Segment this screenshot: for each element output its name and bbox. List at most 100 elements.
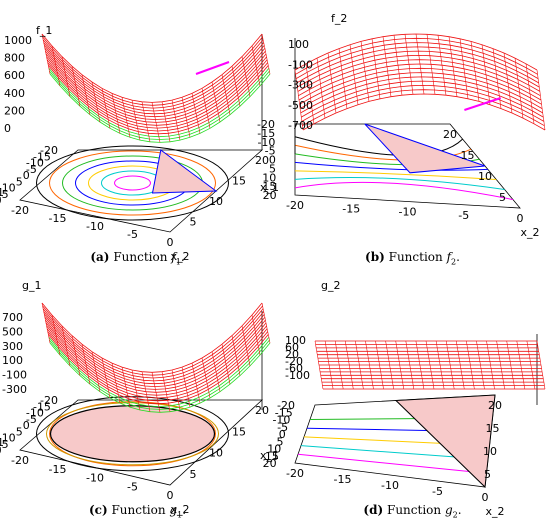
y-tick-label: 5 [16, 175, 23, 188]
z-tick-label: 0 [4, 122, 11, 135]
surface-mesh-line [91, 351, 101, 392]
surface-mesh-line [211, 81, 221, 123]
y-axis-label: x_1 [0, 186, 4, 199]
y-tick-label: -5 [26, 163, 37, 176]
x-tick-label: 15 [232, 425, 246, 438]
surface-mesh-line [481, 44, 491, 105]
highlight-curve [195, 61, 230, 75]
surface-mesh-line [426, 34, 436, 95]
x-tick-label: 20 [255, 404, 269, 417]
y-tick-label: -5 [277, 421, 288, 434]
surface-mesh-line [151, 372, 161, 413]
y-axis-label: x_1 [260, 449, 279, 462]
surface-mesh-line [201, 88, 211, 129]
surface-mesh-line [101, 357, 111, 399]
x-tick-label: -15 [49, 212, 67, 225]
surface-mesh-line [161, 371, 171, 412]
y-tick-label: 5 [277, 435, 284, 448]
z-tick-label: 100 [285, 334, 306, 347]
surface-mesh-line [514, 58, 524, 119]
z-tick-label: 1000 [4, 34, 32, 47]
surface-mesh-line [171, 369, 181, 411]
x-axis-label: x_2 [520, 226, 539, 239]
y-axis-label: x_1 [0, 436, 4, 449]
surface-mesh-line [466, 340, 475, 390]
surface-mesh-line [41, 302, 263, 373]
x-axis-label: x_2 [170, 503, 189, 516]
panel-1: 10008006004002000f_1-20-15-10-505101520x… [0, 24, 271, 263]
y-tick-label: -20 [277, 399, 295, 412]
surface-mesh-line [261, 33, 271, 75]
y-tick-label: 10 [267, 443, 281, 456]
surface-mesh-line [404, 34, 414, 95]
caption-c: (c) Function g1. [88, 503, 187, 520]
y-tick-label: -5 [265, 145, 276, 158]
y-tick-label: 15 [265, 450, 279, 463]
surface-mesh-line [47, 331, 269, 402]
surface-mesh-line [349, 44, 359, 105]
surface-mesh-line [382, 36, 392, 97]
x-tick-label: -20 [286, 199, 304, 212]
x-tick-label: 20 [488, 399, 502, 412]
surface-mesh-line [395, 340, 404, 390]
surface-mesh-line [111, 93, 121, 134]
surface-mesh-line [526, 340, 536, 390]
surface-mesh-line [121, 367, 131, 408]
panel-2: 100-100-300-500-700f_2-20-15-10-50510152… [257, 12, 546, 239]
surface-mesh-line [448, 36, 458, 97]
surface-mesh-line [181, 367, 191, 408]
caption-b: (b) Function f2. [365, 250, 460, 267]
surface-mesh-line [415, 340, 425, 390]
surface-mesh-line [516, 340, 526, 390]
surface-mesh-line [81, 344, 91, 385]
y-tick-label: 15 [262, 180, 276, 193]
surface-mesh-line [437, 35, 447, 96]
z-tick-label: -100 [288, 58, 313, 71]
y-tick-label: 0 [23, 169, 30, 182]
surface-mesh-line [241, 56, 251, 97]
x-tick-label: -15 [49, 463, 67, 476]
y-tick-label: -15 [275, 406, 293, 419]
surface-mesh-line [121, 97, 131, 138]
surface-mesh-line [425, 340, 435, 390]
y-axis-label: x_1 [260, 181, 279, 194]
surface-mesh-line [181, 97, 191, 138]
surface-mesh-line [316, 58, 326, 119]
surface-mesh-line [261, 302, 271, 344]
surface-mesh-line [46, 325, 267, 396]
surface-mesh-line [131, 100, 141, 141]
y-tick-label: 0 [269, 154, 276, 167]
x-tick-label: -5 [127, 228, 138, 241]
surface-mesh-line [48, 68, 270, 138]
surface-mesh-line [191, 93, 201, 134]
x-tick-label: 15 [486, 422, 500, 435]
surface-mesh-line [231, 335, 241, 376]
feasible-region [151, 149, 218, 194]
contour-line [49, 150, 216, 216]
surface-mesh-line [131, 369, 141, 411]
contour-line [49, 401, 216, 467]
z-tick-label: 800 [4, 52, 25, 65]
panel-4: 1006020-20-60-100g_2-20-15-10-505101520x… [260, 279, 546, 518]
surface-mesh-line [46, 328, 268, 399]
x-tick-label: -10 [381, 479, 399, 492]
z-axis-label: g_2 [321, 279, 340, 292]
surface-mesh-line [241, 325, 251, 366]
contour-line [294, 170, 497, 180]
surface-mesh-line [365, 340, 374, 390]
y-tick-label: 20 [263, 457, 277, 470]
x-tick-label: 10 [209, 447, 223, 460]
z-tick-label: -300 [288, 79, 313, 92]
contour-line [294, 181, 514, 201]
x-tick-label: 20 [443, 128, 457, 141]
surface-mesh-line [46, 56, 267, 126]
surface-mesh-line [141, 371, 151, 412]
feasible-region [364, 123, 486, 174]
surface-mesh-line [47, 334, 269, 405]
z-tick-label: 700 [2, 311, 23, 324]
x-tick-label: 20 [255, 154, 269, 167]
highlight-curve [464, 97, 502, 111]
surface-mesh-line [435, 340, 445, 390]
surface-mesh-line [486, 340, 495, 390]
